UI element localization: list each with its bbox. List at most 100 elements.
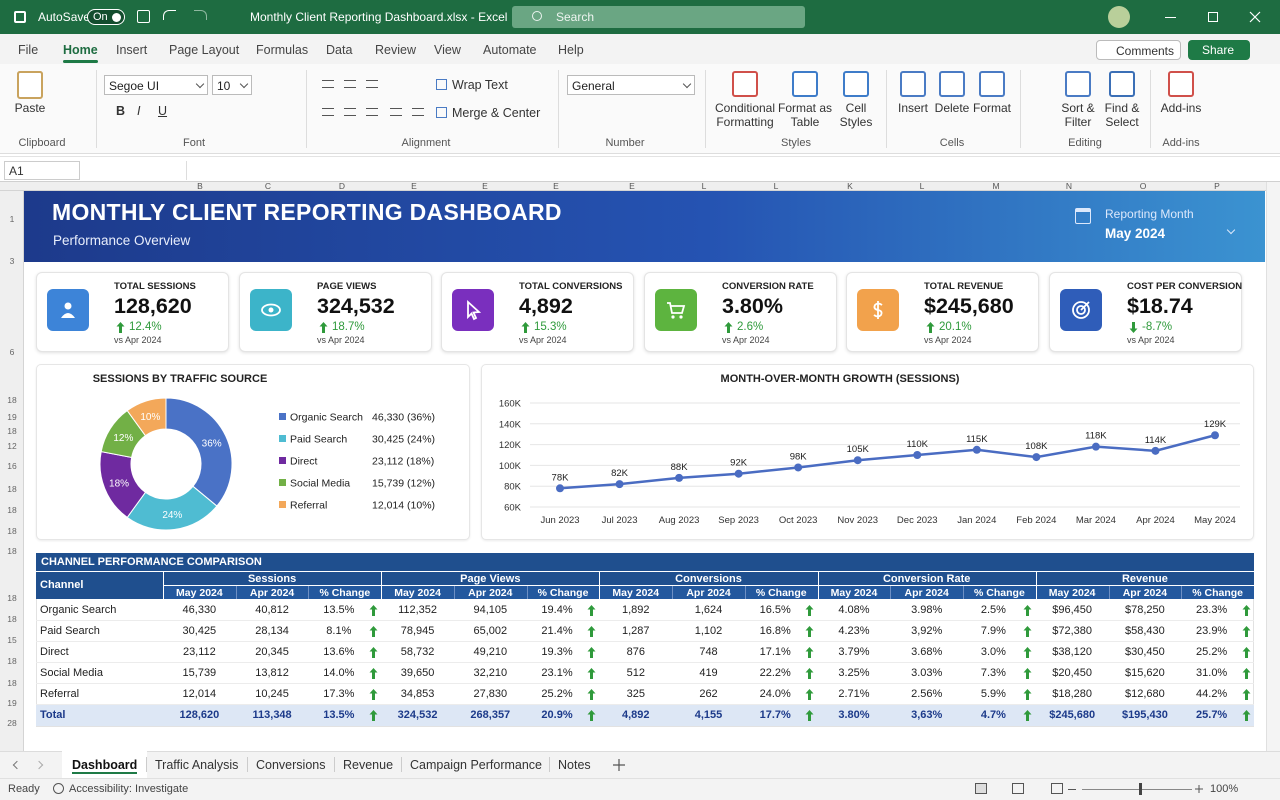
undo-button[interactable]: [163, 10, 176, 20]
table-cell: 268,357: [470, 709, 511, 721]
ribbon-tab[interactable]: View: [434, 43, 461, 57]
ribbon-button[interactable]: Sort & Filter: [1061, 101, 1095, 129]
alignment-icon[interactable]: [412, 108, 424, 116]
arrow-shape: [805, 710, 814, 721]
user-avatar[interactable]: [1108, 6, 1130, 28]
ribbon-icon[interactable]: [1109, 71, 1135, 97]
sheet-tab[interactable]: Campaign Performance: [410, 758, 543, 772]
ribbon-button[interactable]: B: [116, 104, 126, 118]
zoom-in: [1195, 785, 1203, 793]
ribbon-button[interactable]: Insert: [897, 101, 928, 115]
ribbon-button[interactable]: Format as Table: [777, 101, 832, 129]
ribbon-tab[interactable]: Review: [375, 43, 416, 57]
wrap-icon[interactable]: [436, 79, 447, 90]
arrow-shape: [369, 668, 378, 679]
sheet-tab[interactable]: Notes: [558, 758, 591, 772]
maximize-button[interactable]: [1208, 12, 1218, 22]
row-number: 18: [7, 678, 17, 688]
ribbon-tab[interactable]: Insert: [116, 43, 148, 57]
alignment-icon[interactable]: [344, 108, 356, 116]
merge-icon[interactable]: [436, 107, 447, 118]
ribbon-icon[interactable]: [1065, 71, 1091, 97]
redo-button[interactable]: [194, 10, 207, 20]
sheet-tab[interactable]: Traffic Analysis: [155, 758, 239, 772]
ribbon-icon[interactable]: [979, 71, 1005, 97]
alignment-icon[interactable]: [366, 108, 378, 116]
ribbon-button[interactable]: Cell Styles: [839, 101, 873, 129]
ribbon-icon[interactable]: [939, 71, 965, 97]
ribbon-tab[interactable]: Data: [326, 43, 353, 57]
formula-input[interactable]: [186, 161, 1256, 180]
ribbon-tab[interactable]: Home: [63, 43, 98, 57]
column-letter: C: [264, 181, 272, 191]
sheet-tab[interactable]: Revenue: [343, 758, 394, 772]
ribbon-button[interactable]: Add-ins: [1160, 101, 1202, 115]
table-cell: 49,210: [473, 646, 508, 658]
view-button[interactable]: [975, 783, 987, 794]
ribbon-icon[interactable]: [900, 71, 926, 97]
ribbon-tab[interactable]: Automate: [483, 43, 537, 57]
zoom-level[interactable]: 100%: [1210, 783, 1239, 795]
alignment-icon[interactable]: [390, 108, 402, 116]
ribbon-button[interactable]: Find & Select: [1104, 101, 1140, 129]
alignment-icon[interactable]: [322, 80, 334, 88]
change-arrow: [1242, 689, 1251, 700]
ribbon-button[interactable]: Format: [972, 101, 1011, 115]
sheet-tab[interactable]: Conversions: [256, 758, 326, 772]
ribbon-icon[interactable]: [732, 71, 758, 97]
zoom-out[interactable]: [1068, 789, 1076, 790]
ribbon-dropdown[interactable]: Segoe UI: [104, 75, 208, 95]
arrow-shape: [319, 322, 328, 333]
save-button[interactable]: [137, 10, 150, 23]
ribbon-button[interactable]: Merge & Center: [452, 106, 541, 120]
ribbon-dropdown[interactable]: 10: [212, 75, 252, 95]
accessibility-icon[interactable]: [53, 783, 64, 794]
column-header: May 2024: [830, 587, 878, 599]
dropdown-value: General: [572, 79, 615, 93]
row-number: 12: [7, 441, 17, 451]
arrow-shape: [369, 647, 378, 658]
add-sheet-button[interactable]: [613, 759, 625, 771]
alignment-icon[interactable]: [366, 80, 378, 88]
name-box[interactable]: [4, 161, 80, 180]
status-accessibility[interactable]: Accessibility: Investigate: [69, 783, 189, 795]
zoom-slider-thumb[interactable]: [1139, 783, 1142, 795]
ribbon-button[interactable]: Paste: [14, 101, 46, 115]
table-cell: 13,812: [255, 667, 289, 679]
alignment-icon[interactable]: [344, 80, 356, 88]
table-cell: 94,105: [473, 604, 508, 616]
ribbon-icon[interactable]: [843, 71, 869, 97]
period-value[interactable]: May 2024: [1105, 226, 1166, 241]
sheet-tab[interactable]: Dashboard: [72, 758, 138, 772]
ribbon-tab[interactable]: Page Layout: [169, 43, 240, 57]
table-cell: 3.03%: [911, 667, 943, 679]
ribbon-tab[interactable]: Help: [558, 43, 584, 57]
ribbon-dropdown[interactable]: General: [567, 75, 695, 95]
table-cell: 419: [699, 667, 718, 679]
column-header: Apr 2024: [904, 587, 949, 599]
kpi-trend-arrow: [724, 322, 733, 333]
percent-change: 23.3%: [1196, 604, 1228, 616]
alignment-icon[interactable]: [322, 108, 334, 116]
ribbon-button[interactable]: Delete: [934, 101, 970, 115]
ribbon-button[interactable]: U: [158, 104, 168, 118]
ribbon-icon[interactable]: [792, 71, 818, 97]
column-divider: [1108, 586, 1110, 599]
view-button[interactable]: [1012, 783, 1024, 794]
autosave-toggle[interactable]: On: [87, 9, 125, 25]
paste-icon[interactable]: [17, 71, 43, 99]
minimize-button[interactable]: [1165, 17, 1176, 18]
ribbon-icon[interactable]: [1168, 71, 1194, 97]
calendar-icon: [1075, 208, 1091, 224]
table-cell: 1,892: [622, 604, 650, 616]
comments-button[interactable]: Comments: [1096, 40, 1181, 60]
ribbon-button[interactable]: Wrap Text: [452, 78, 508, 92]
view-button[interactable]: [1051, 783, 1063, 794]
search-box[interactable]: Search: [512, 6, 805, 28]
ribbon-tab[interactable]: Formulas: [256, 43, 309, 57]
ribbon-button[interactable]: I: [137, 104, 141, 118]
ribbon-button[interactable]: Conditional Formatting: [714, 101, 776, 129]
ribbon-tab[interactable]: File: [18, 43, 39, 57]
kpi-icon: [452, 289, 494, 331]
share-button[interactable]: Share: [1188, 40, 1250, 60]
